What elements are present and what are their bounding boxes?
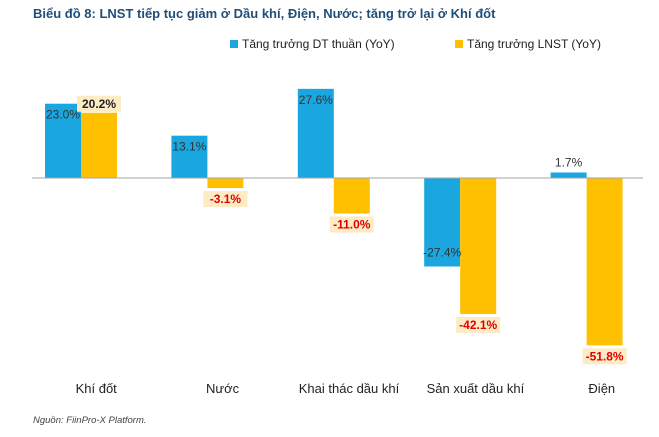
data-label-revenue: 23.0% <box>46 108 80 122</box>
data-label-profit: -11.0% <box>333 218 371 232</box>
data-label-revenue: 1.7% <box>555 156 583 170</box>
legend-swatch-profit <box>455 40 463 48</box>
data-label-revenue: 27.6% <box>299 93 333 107</box>
bar-profit-growth <box>460 178 497 314</box>
data-label-profit: -3.1% <box>210 192 242 206</box>
bar-profit-growth <box>333 178 370 214</box>
data-label-bg-profit <box>329 216 374 233</box>
data-label-bg-profit <box>203 191 248 208</box>
bar-revenue-growth <box>297 88 334 178</box>
data-label-profit: -42.1% <box>459 318 497 332</box>
bar-revenue-growth <box>424 178 461 267</box>
data-label-bg-profit <box>77 95 121 112</box>
bars-group <box>45 88 623 346</box>
bar-profit-growth <box>207 178 244 189</box>
labels-group: Khí đốt 23.0%20.2% Nước 13.1% -3.1% Khai thác… <box>46 93 627 396</box>
x-tick-label: Điện <box>588 381 615 396</box>
source-note: Nguồn: FiinPro-X Platform. <box>33 415 147 426</box>
data-label-profit: -51.8% <box>586 349 624 363</box>
x-tick-label: Khai thác dầu khí <box>299 381 400 396</box>
legend-label-profit: Tăng trưởng LNST (YoY) <box>467 37 601 51</box>
data-label-bg-profit <box>582 348 627 365</box>
legend: Tăng trưởng DT thuần (YoY) Tăng trưởng L… <box>230 37 601 51</box>
data-label-revenue: 13.1% <box>172 140 206 154</box>
chart-title: Biểu đồ 8: LNST tiếp tục giảm ở Dầu khí,… <box>33 6 496 21</box>
bar-profit-growth <box>586 178 623 346</box>
legend-label-revenue: Tăng trưởng DT thuần (YoY) <box>242 37 395 51</box>
data-label-revenue: -27.4% <box>423 246 461 260</box>
x-tick-label: Nước <box>206 381 240 396</box>
x-tick-label: Sản xuất dầu khí <box>427 381 525 396</box>
bar-revenue-growth <box>550 172 587 178</box>
bar-profit-growth <box>81 112 117 178</box>
bar-revenue-growth <box>171 135 208 178</box>
bar-revenue-growth <box>45 103 81 178</box>
data-label-bg-profit <box>456 316 501 333</box>
x-tick-label: Khí đốt <box>76 381 118 396</box>
legend-swatch-revenue <box>230 40 238 48</box>
data-label-profit: 20.2% <box>82 97 116 111</box>
